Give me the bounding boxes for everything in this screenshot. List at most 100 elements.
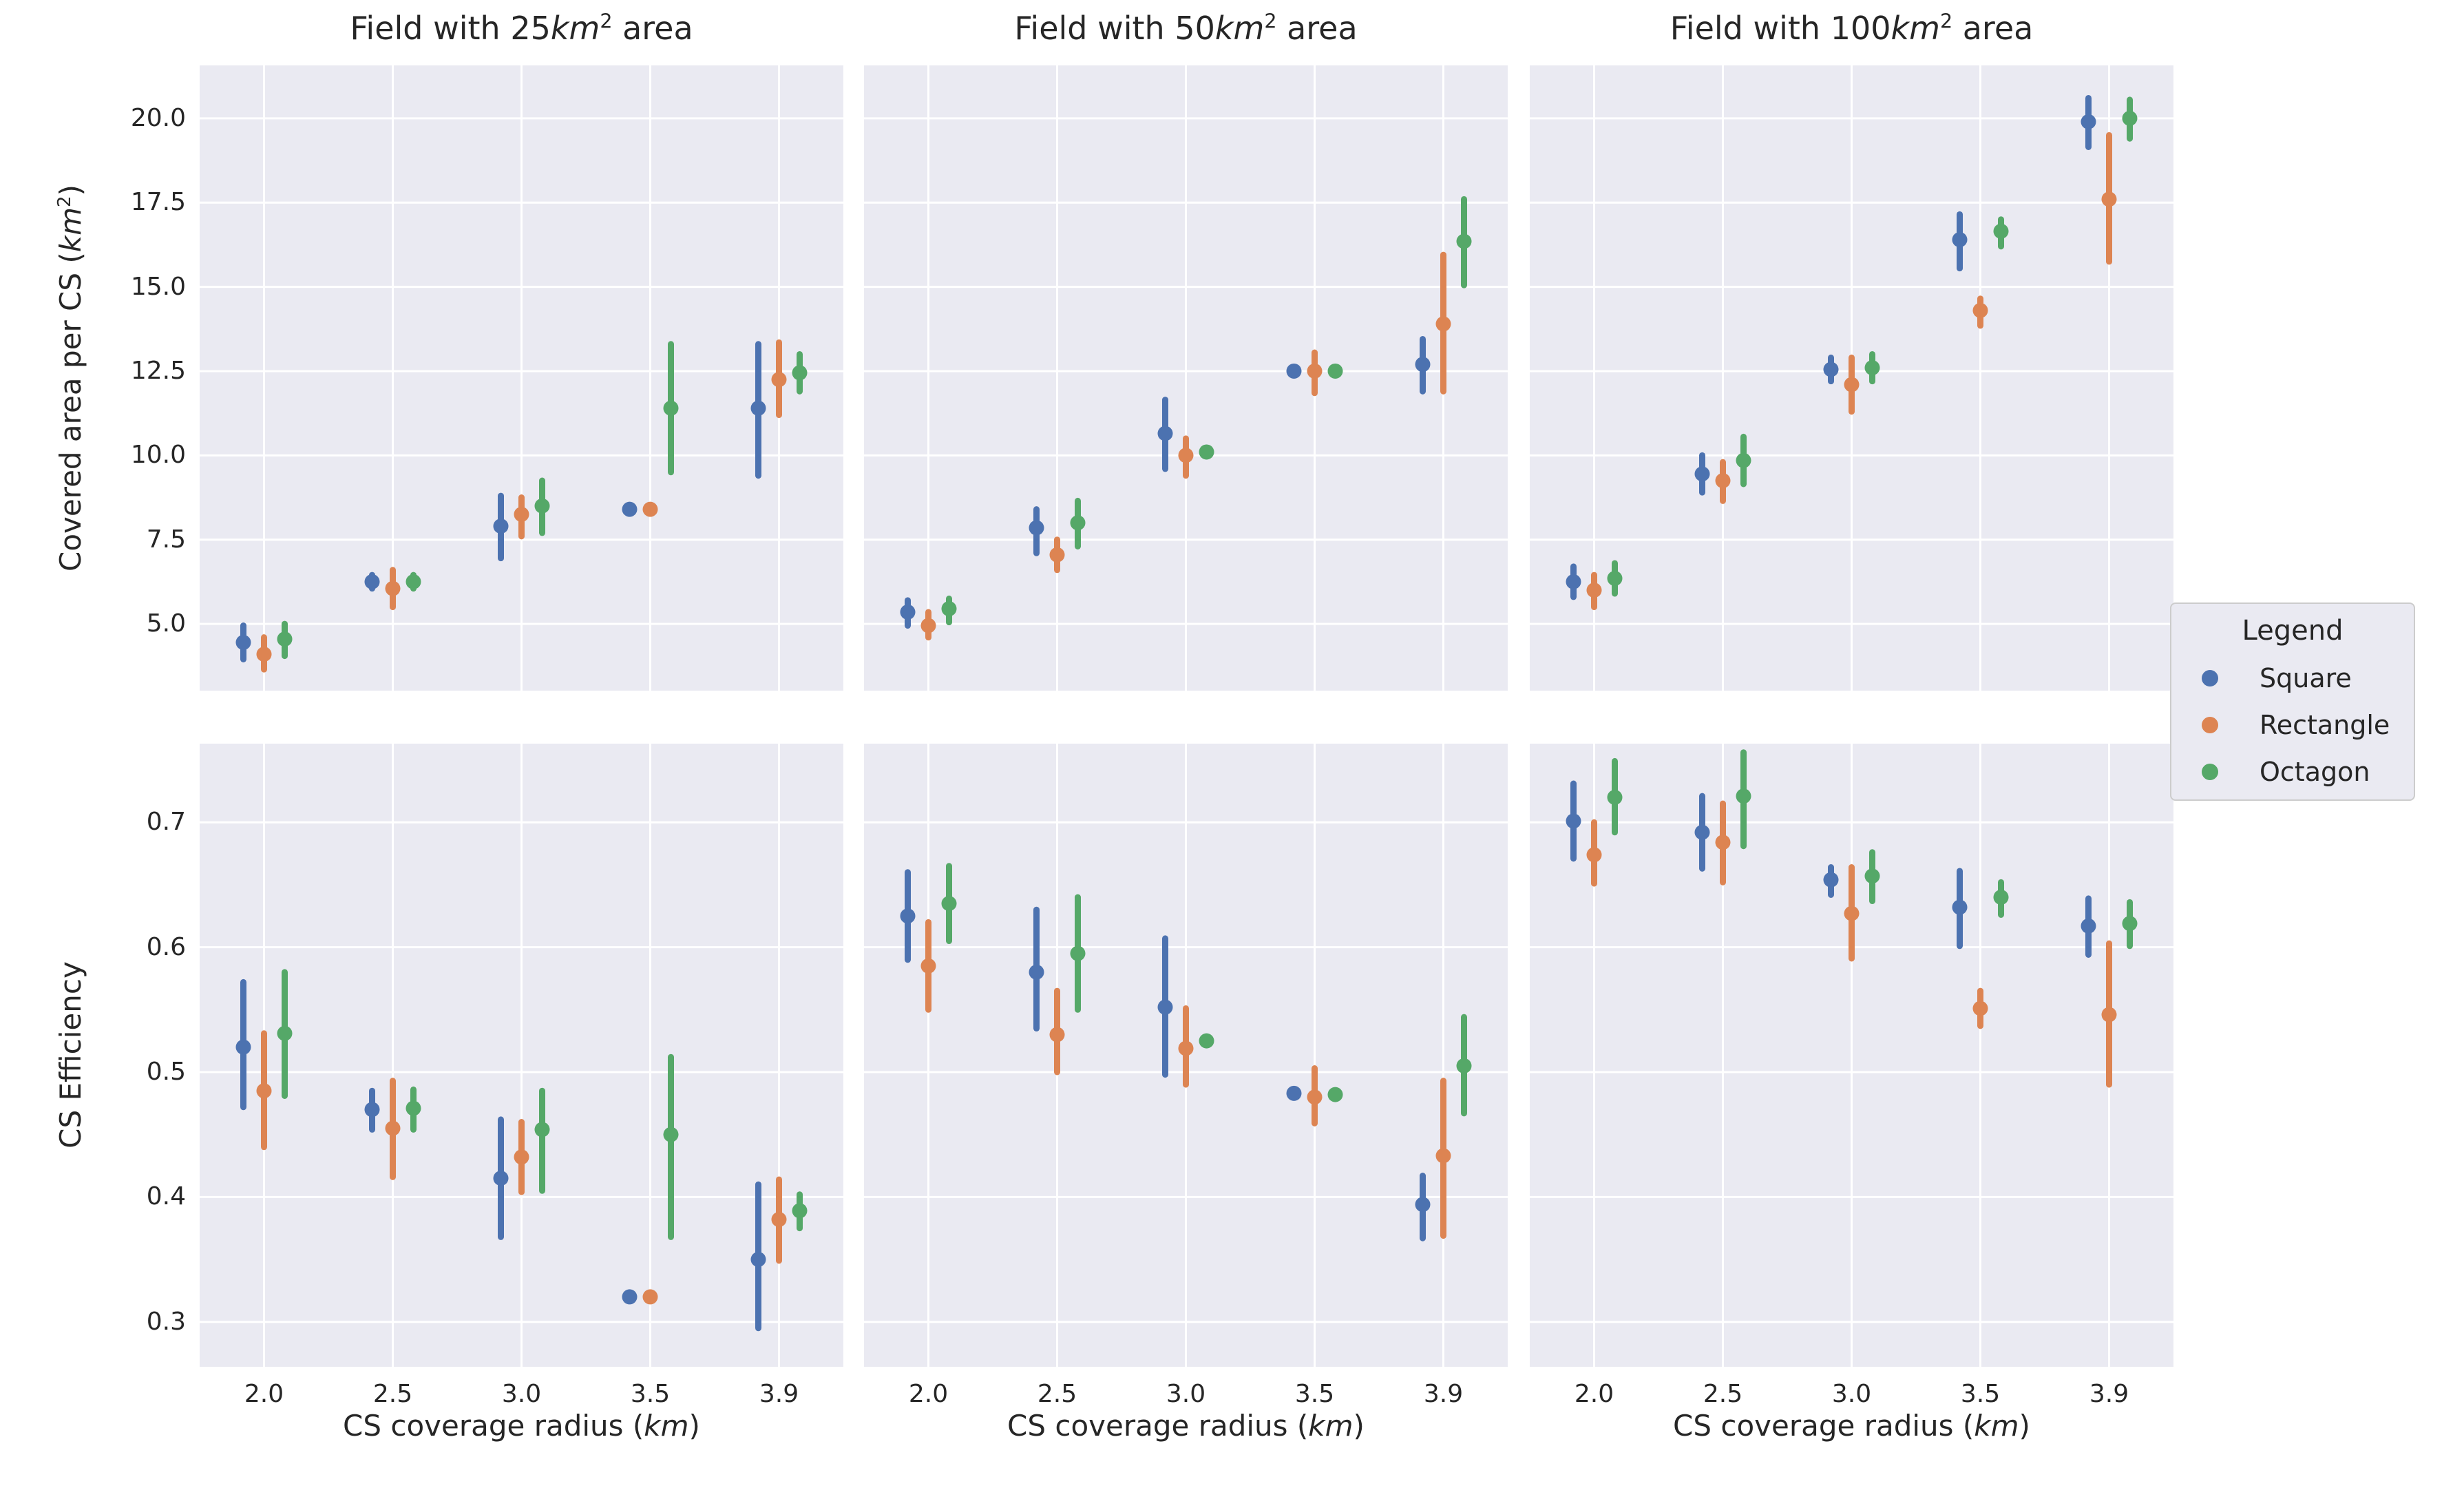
point-marker (1435, 1148, 1451, 1164)
point-marker (1715, 835, 1731, 850)
legend: Legend Square Rectangle Octagon (2170, 602, 2415, 801)
point-marker (1029, 964, 1044, 980)
point-marker (941, 896, 957, 912)
point-marker (1307, 1089, 1323, 1105)
y-tick-label: 20.0 (130, 103, 186, 132)
y-tick-label: 0.3 (146, 1307, 186, 1336)
series-rectangle (920, 919, 1451, 1239)
legend-item-octagon: Octagon (2171, 757, 2414, 787)
y-tick-label: 0.5 (146, 1057, 186, 1086)
series-square (1566, 94, 2096, 600)
x-axis-label-right: CS coverage radius (km) (1673, 1409, 2030, 1443)
point-marker (771, 1211, 787, 1227)
point-marker (1736, 452, 1751, 468)
point-marker (1456, 233, 1472, 249)
series-octagon (1607, 749, 2138, 950)
legend-title: Legend (2242, 615, 2344, 647)
series-rectangle (1586, 132, 2117, 611)
subplot-cs-efficiency-50km2 (864, 744, 1508, 1367)
point-marker (1864, 868, 1880, 884)
series-rectangle (256, 339, 787, 673)
series-octagon (1607, 96, 2138, 597)
point-marker (235, 635, 251, 651)
x-axis-label-left: CS coverage radius (km) (343, 1409, 700, 1443)
point-marker (256, 647, 272, 662)
point-marker (1286, 363, 1302, 379)
point-marker (1178, 448, 1194, 463)
point-marker (1307, 363, 1323, 379)
y-tick-label: 10.0 (130, 441, 186, 470)
subplot-covered-area-100km2 (1530, 65, 2173, 691)
point-marker (622, 501, 638, 517)
point-marker (1415, 357, 1431, 373)
point-marker (750, 400, 766, 416)
series-square (235, 978, 766, 1332)
point-marker (1286, 1085, 1302, 1101)
point-marker (1694, 824, 1710, 840)
series-square (1566, 780, 2096, 958)
point-marker (750, 1252, 766, 1268)
point-marker (2081, 918, 2096, 934)
series-octagon (277, 969, 808, 1240)
point-marker (1993, 223, 2009, 239)
point-marker (534, 498, 550, 514)
square-series-marker-icon (2202, 670, 2218, 687)
y-tick-label: 5.0 (146, 609, 186, 638)
point-marker (900, 908, 916, 924)
point-marker (1178, 1040, 1194, 1056)
point-marker (792, 365, 808, 381)
point-marker (1715, 473, 1731, 489)
point-marker (364, 1102, 380, 1118)
point-marker (277, 631, 293, 647)
point-marker (1607, 789, 1623, 805)
x-tick-label: 3.5 (1960, 1380, 2001, 1408)
y-tick-label: 7.5 (146, 525, 186, 554)
point-marker (1415, 1197, 1431, 1213)
point-marker (534, 1122, 550, 1138)
point-marker (1049, 547, 1065, 563)
point-marker (1607, 571, 1623, 587)
point-marker (364, 574, 380, 589)
point-marker (642, 501, 658, 517)
point-marker (1586, 847, 1602, 863)
point-marker (663, 400, 679, 416)
point-marker (1952, 899, 1968, 915)
point-marker (1199, 444, 1214, 460)
point-marker (2101, 191, 2117, 207)
point-marker (1070, 945, 1086, 961)
subplot-title-50km2: Field with 50km2 area (1014, 10, 1358, 47)
point-marker (406, 574, 421, 589)
gridlines (864, 744, 1508, 1367)
point-marker (642, 1289, 658, 1305)
x-tick-label: 3.9 (759, 1380, 799, 1408)
x-tick-label: 3.0 (1166, 1380, 1206, 1408)
y-tick-label: 0.6 (146, 932, 186, 961)
y-tick-label: 17.5 (130, 188, 186, 217)
x-tick-label: 3.9 (2089, 1380, 2129, 1408)
series-octagon (277, 341, 808, 660)
point-marker (1972, 1000, 1988, 1016)
x-tick-label: 3.5 (630, 1380, 671, 1408)
point-marker (941, 601, 957, 617)
y-tick-label: 12.5 (130, 356, 186, 385)
series-rectangle (920, 251, 1451, 641)
x-tick-label: 3.5 (1294, 1380, 1335, 1408)
point-marker (1844, 377, 1860, 392)
series-square (235, 341, 766, 662)
point-marker (493, 518, 509, 534)
legend-label-square: Square (2260, 663, 2352, 693)
subplot-cs-efficiency-100km2 (1530, 744, 2173, 1367)
point-marker (2081, 114, 2096, 129)
legend-label-rectangle: Rectangle (2260, 710, 2390, 740)
y-axis-label-cs-efficiency: CS Efficiency (54, 961, 87, 1149)
point-marker (277, 1025, 293, 1041)
series-square (900, 869, 1431, 1241)
gridlines (200, 65, 843, 691)
x-tick-label: 3.0 (1831, 1380, 1872, 1408)
x-tick-label: 2.5 (1703, 1380, 1743, 1408)
point-marker (514, 1149, 529, 1165)
point-marker (1157, 999, 1173, 1015)
point-marker (385, 1120, 401, 1136)
subplot-covered-area-50km2 (864, 65, 1508, 691)
